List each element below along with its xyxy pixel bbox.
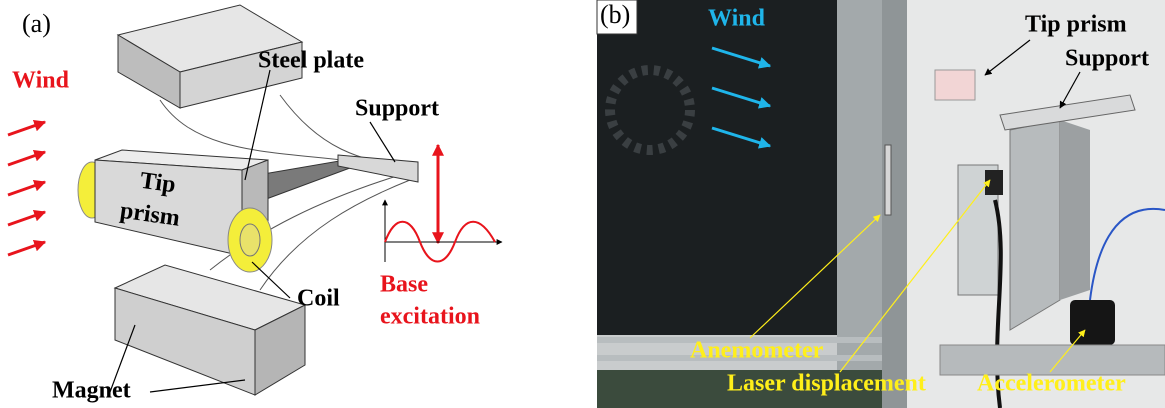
support-label: Support — [355, 96, 439, 122]
panel-label: (a) — [22, 9, 51, 38]
wind-label: Wind — [12, 68, 70, 94]
shape — [1010, 120, 1060, 330]
panel-label: (b) — [600, 0, 630, 29]
base-excitation-label: Base — [380, 272, 428, 298]
tip-prism-label: Tip prism — [1025, 12, 1127, 38]
panel-a: (a) Wind Steel plate Support Tip prism C… — [0, 0, 590, 408]
steel-plate-label: Steel plate — [258, 48, 364, 74]
figure: (a) Wind Steel plate Support Tip prism C… — [0, 0, 1165, 408]
coil-label: Coil — [297, 286, 340, 312]
base-excitation-label: excitation — [380, 304, 480, 330]
tip-prism-label: Tip — [138, 168, 177, 199]
anemometer-label: Anemometer — [690, 338, 824, 364]
accelerometer-label: Accelerometer — [977, 371, 1126, 397]
panel-b: (b) Wind Tip prism Support Anemometer La… — [597, 0, 1165, 408]
shape — [1060, 120, 1090, 300]
wind-label: Wind — [708, 6, 766, 32]
laser-displacement-label: Laser displacement — [727, 371, 926, 397]
shape — [935, 70, 975, 100]
support-label: Support — [1065, 46, 1149, 72]
shape — [885, 145, 891, 215]
shape — [240, 224, 260, 256]
shape — [1070, 300, 1115, 345]
magnet-label: Magnet — [52, 378, 131, 404]
